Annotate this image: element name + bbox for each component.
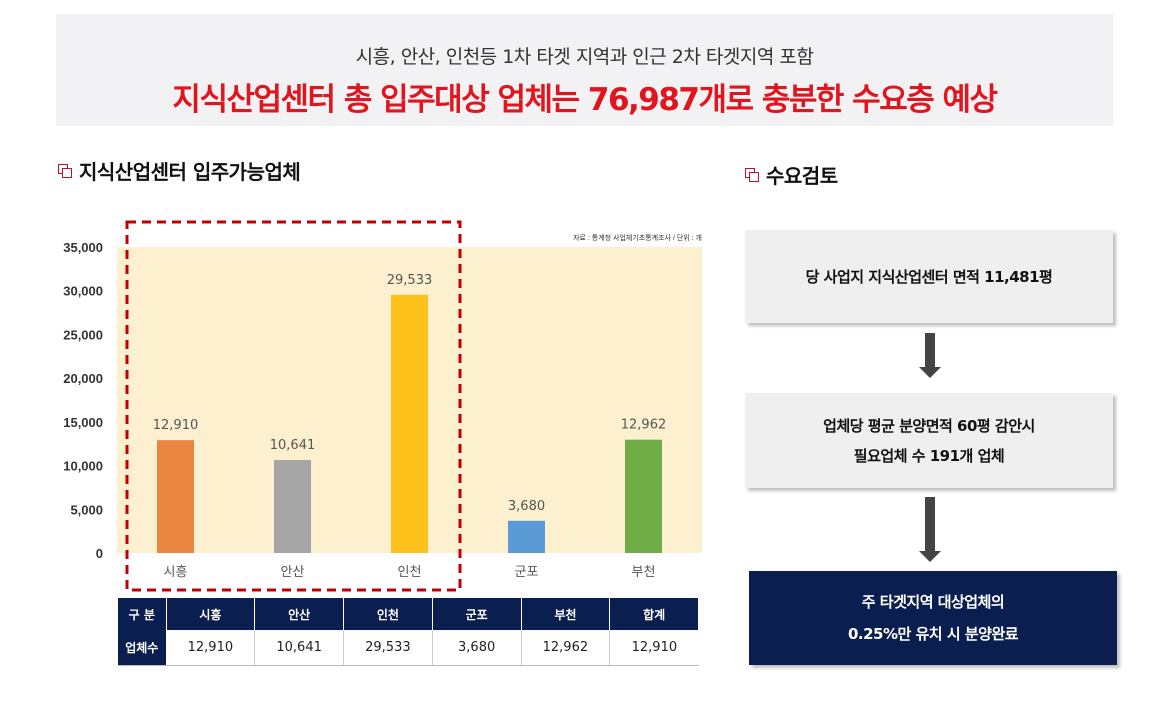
down-arrow-icon bbox=[919, 333, 941, 379]
target-region-highlight bbox=[125, 220, 462, 592]
x-tick-label: 인천 bbox=[398, 565, 422, 580]
y-tick-label: 15,000 bbox=[63, 415, 103, 430]
bar bbox=[625, 439, 662, 553]
left-section-title: 지식산업센터 입주가능업체 bbox=[58, 156, 301, 185]
flow-step-conclusion-line1: 주 타겟지역 대상업체의 bbox=[861, 593, 1005, 611]
flow-step-area-text: 당 사업지 지식산업센터 면적 11,481평 bbox=[805, 268, 1053, 286]
table-header-cell: 군포 bbox=[432, 598, 522, 630]
flow-step-conclusion-line2: 0.25%만 유치 시 분양완료 bbox=[847, 625, 1019, 643]
bar-value-label: 29,533 bbox=[387, 273, 433, 288]
table-header-row: 구 분 시흥 안산 인천 군포 부천 합계 bbox=[118, 598, 699, 630]
y-tick-label: 30,000 bbox=[63, 284, 103, 299]
x-tick-label: 군포 bbox=[515, 565, 539, 580]
table-cell: 12,962 bbox=[521, 630, 611, 666]
y-tick-label: 35,000 bbox=[63, 240, 103, 255]
y-tick-label: 20,000 bbox=[63, 371, 103, 386]
table-row-label: 업체수 bbox=[118, 630, 167, 666]
x-tick-label: 시흥 bbox=[164, 565, 188, 580]
table-cell: 3,680 bbox=[432, 630, 522, 666]
table-header-cell: 합계 bbox=[609, 598, 699, 630]
bar-chart: 자료 : 통계청 사업체기초통계조사 / 단위 : 개 0 5,000 10,000 1… bbox=[63, 220, 702, 592]
banner-headline: 지식산업센터 총 입주대상 업체는 76,987개로 충분한 수요층 예상 bbox=[172, 82, 998, 118]
table-cell: 29,533 bbox=[343, 630, 433, 666]
table-header-cell: 구 분 bbox=[118, 598, 167, 630]
flow-step-required-line2: 필요업체 수 191개 업체 bbox=[853, 446, 1005, 465]
table-header-cell: 시흥 bbox=[166, 598, 256, 630]
y-tick-label: 5,000 bbox=[70, 502, 103, 517]
bar bbox=[157, 440, 194, 553]
table-cell: 10,641 bbox=[254, 630, 344, 666]
table-cell: 12,910 bbox=[609, 630, 699, 666]
bar bbox=[508, 520, 545, 553]
flow-step-area: 당 사업지 지식산업센터 면적 11,481평 bbox=[745, 230, 1113, 323]
banner-subtitle: 시흥, 안산, 인천등 1차 타겟 지역과 인근 2차 타겟지역 포함 bbox=[355, 46, 814, 68]
bar bbox=[391, 294, 428, 553]
flow-step-required: 업체당 평균 분양면적 60평 감안시 필요업체 수 191개 업체 bbox=[745, 393, 1113, 488]
chart-source-note: 자료 : 통계청 사업체기초통계조사 / 단위 : 개 bbox=[573, 233, 702, 242]
x-tick-label: 안산 bbox=[281, 565, 305, 580]
table-header-cell: 안산 bbox=[254, 598, 344, 630]
bar bbox=[274, 459, 311, 553]
headline-banner: 시흥, 안산, 인천등 1차 타겟 지역과 인근 2차 타겟지역 포함 지식산업… bbox=[56, 14, 1113, 126]
company-count-table: 구 분 시흥 안산 인천 군포 부천 합계 업체수 12,910 10,641 … bbox=[118, 598, 699, 666]
x-tick-label: 부천 bbox=[632, 565, 656, 580]
y-tick-label: 25,000 bbox=[63, 327, 103, 342]
down-arrow-icon bbox=[919, 497, 941, 563]
double-square-icon bbox=[58, 163, 72, 178]
right-section-title: 수요검토 bbox=[745, 160, 838, 189]
y-tick-label: 10,000 bbox=[63, 459, 103, 474]
double-square-icon bbox=[745, 167, 759, 182]
table-header-cell: 부천 bbox=[521, 598, 611, 630]
right-section-title-text: 수요검토 bbox=[766, 164, 838, 188]
table-row: 업체수 12,910 10,641 29,533 3,680 12,962 12… bbox=[118, 630, 699, 666]
y-tick-label: 0 bbox=[96, 546, 103, 561]
flow-step-conclusion: 주 타겟지역 대상업체의 0.25%만 유치 시 분양완료 bbox=[749, 571, 1117, 665]
table-header-cell: 인천 bbox=[343, 598, 433, 630]
bar-value-label: 3,680 bbox=[508, 499, 545, 514]
bar-value-label: 10,641 bbox=[270, 438, 316, 453]
flow-step-required-line1: 업체당 평균 분양면적 60평 감안시 bbox=[823, 416, 1035, 435]
table-cell: 12,910 bbox=[166, 630, 256, 666]
left-section-title-text: 지식산업센터 입주가능업체 bbox=[79, 160, 301, 184]
bar-value-label: 12,910 bbox=[153, 418, 199, 433]
bar-value-label: 12,962 bbox=[621, 418, 667, 433]
